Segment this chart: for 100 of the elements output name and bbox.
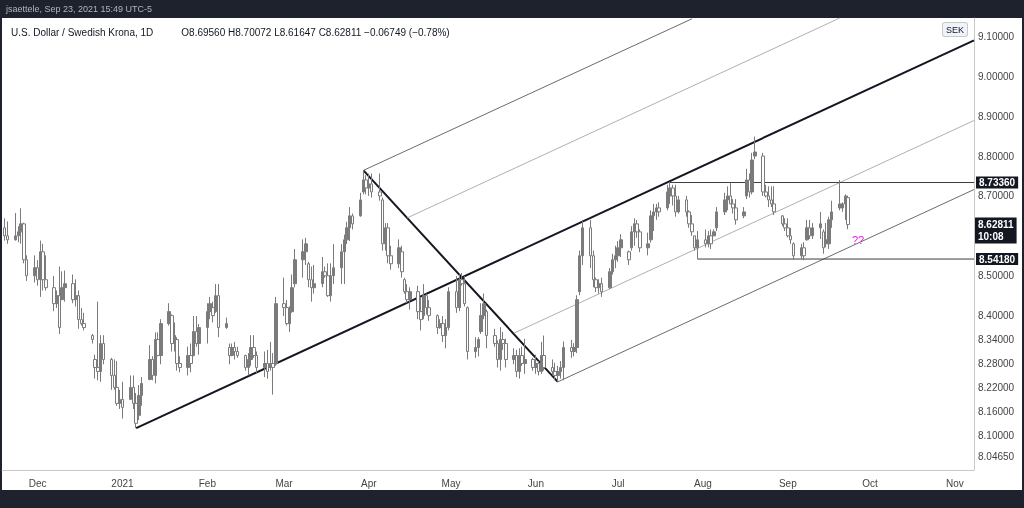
x-tick-label: Nov	[945, 477, 964, 489]
candlestick	[321, 256, 324, 288]
candlestick	[619, 233, 623, 258]
text: jsaettele, Sep 23, 2021 15:49 UTC-5	[5, 3, 153, 14]
candlestick	[408, 286, 412, 311]
candlestick	[553, 362, 557, 381]
candlestick	[263, 351, 267, 378]
text: 8.62811 10:08	[978, 219, 1015, 243]
x-tick-label: Mar	[275, 477, 294, 489]
candlestick	[657, 201, 661, 218]
candlestick	[551, 358, 554, 376]
text: U.S. Dollar / Swedish Krona, 1D	[11, 26, 154, 38]
candlestick	[71, 274, 75, 304]
x-tick-label: Aug	[694, 477, 712, 489]
candlestick	[726, 185, 729, 211]
x-tick-label: Apr	[361, 477, 378, 489]
candlestick	[597, 278, 601, 295]
x-tick-label: Sep	[778, 477, 798, 489]
candlestick	[96, 301, 100, 381]
candlestick	[301, 238, 305, 279]
annotation: SEK	[946, 24, 965, 35]
y-tick-label: 8.90000	[978, 110, 1015, 122]
candlestick	[217, 283, 220, 338]
candlestick	[477, 336, 480, 357]
candlestick	[186, 346, 190, 376]
candlestick	[58, 266, 61, 335]
candlestick	[742, 206, 746, 219]
candlestick	[627, 250, 631, 266]
candlestick	[63, 270, 67, 303]
candlestick	[474, 336, 477, 359]
candlestick	[33, 254, 37, 283]
candlestick	[233, 341, 236, 360]
candlestick	[463, 275, 466, 307]
candlestick	[542, 335, 546, 372]
candlestick	[781, 214, 784, 227]
y-tick-label: 8.50000	[978, 270, 1015, 282]
candlestick	[228, 343, 231, 365]
series-label: 8.54180	[979, 253, 1016, 265]
candlestick	[600, 277, 603, 298]
candlestick	[772, 185, 776, 216]
candlestick	[110, 357, 113, 391]
candlestick	[91, 333, 94, 345]
candlestick	[523, 338, 527, 375]
y-tick-label: 8.10000	[978, 429, 1015, 441]
candlestick	[666, 184, 669, 211]
candlestick	[6, 220, 9, 245]
y-tick-label: 8.22000	[978, 381, 1015, 393]
y-tick-label: 9.10000	[978, 30, 1015, 42]
x-tick-label: Jun	[527, 477, 544, 489]
text: O8.69560 H8.70072 L8.61647 C8.62811 −0.06749 (−0.78%)	[181, 26, 450, 38]
candlestick	[715, 206, 718, 232]
series-label: 8.73360	[979, 177, 1016, 189]
candlestick	[704, 228, 707, 248]
candlestick	[367, 173, 371, 197]
y-tick-label: 8.04650	[978, 451, 1015, 463]
candlestick	[767, 185, 770, 208]
candlestick	[531, 357, 535, 372]
candlestick	[362, 169, 365, 195]
x-tick-label: Oct	[862, 477, 878, 489]
candlestick	[499, 326, 502, 372]
annotation: ??	[851, 234, 865, 246]
y-tick-label: 8.80000	[978, 150, 1015, 162]
candlestick	[515, 349, 518, 378]
x-tick-label: Feb	[198, 477, 217, 489]
candlestick	[148, 344, 152, 381]
x-tick-label: May	[441, 477, 461, 489]
candlestick	[838, 179, 842, 211]
candlestick	[556, 365, 560, 383]
candlestick	[811, 222, 814, 240]
candlestick	[154, 331, 157, 384]
candlestick	[159, 318, 163, 365]
candlestick	[674, 184, 677, 218]
candlestick	[805, 219, 809, 242]
candlestick	[310, 266, 313, 303]
candlestick	[82, 312, 86, 331]
candlestick	[846, 195, 850, 230]
y-tick-label: 8.28000	[978, 357, 1015, 369]
candlestick	[761, 152, 765, 197]
candlestick	[745, 168, 748, 200]
candlestick	[696, 230, 699, 260]
candlestick	[225, 317, 228, 330]
candlestick	[348, 206, 351, 242]
candlestick	[808, 219, 811, 240]
candlestick	[52, 275, 56, 312]
candlestick	[14, 212, 17, 242]
candlestick	[575, 294, 579, 354]
candlestick	[458, 274, 461, 312]
y-tick-label: 8.40000	[978, 310, 1015, 322]
candlestick	[364, 174, 368, 195]
candlestick	[570, 339, 573, 359]
x-tick-label: 2021	[111, 477, 135, 489]
candlestick	[633, 217, 636, 247]
candlestick	[534, 354, 538, 375]
candlestick	[121, 381, 124, 420]
candlestick	[466, 305, 469, 360]
y-tick-label: 8.34000	[978, 334, 1015, 346]
candlestick	[359, 192, 362, 218]
y-tick-label: 9.00000	[978, 70, 1015, 82]
candlestick	[562, 341, 565, 381]
candlestick	[436, 313, 439, 335]
